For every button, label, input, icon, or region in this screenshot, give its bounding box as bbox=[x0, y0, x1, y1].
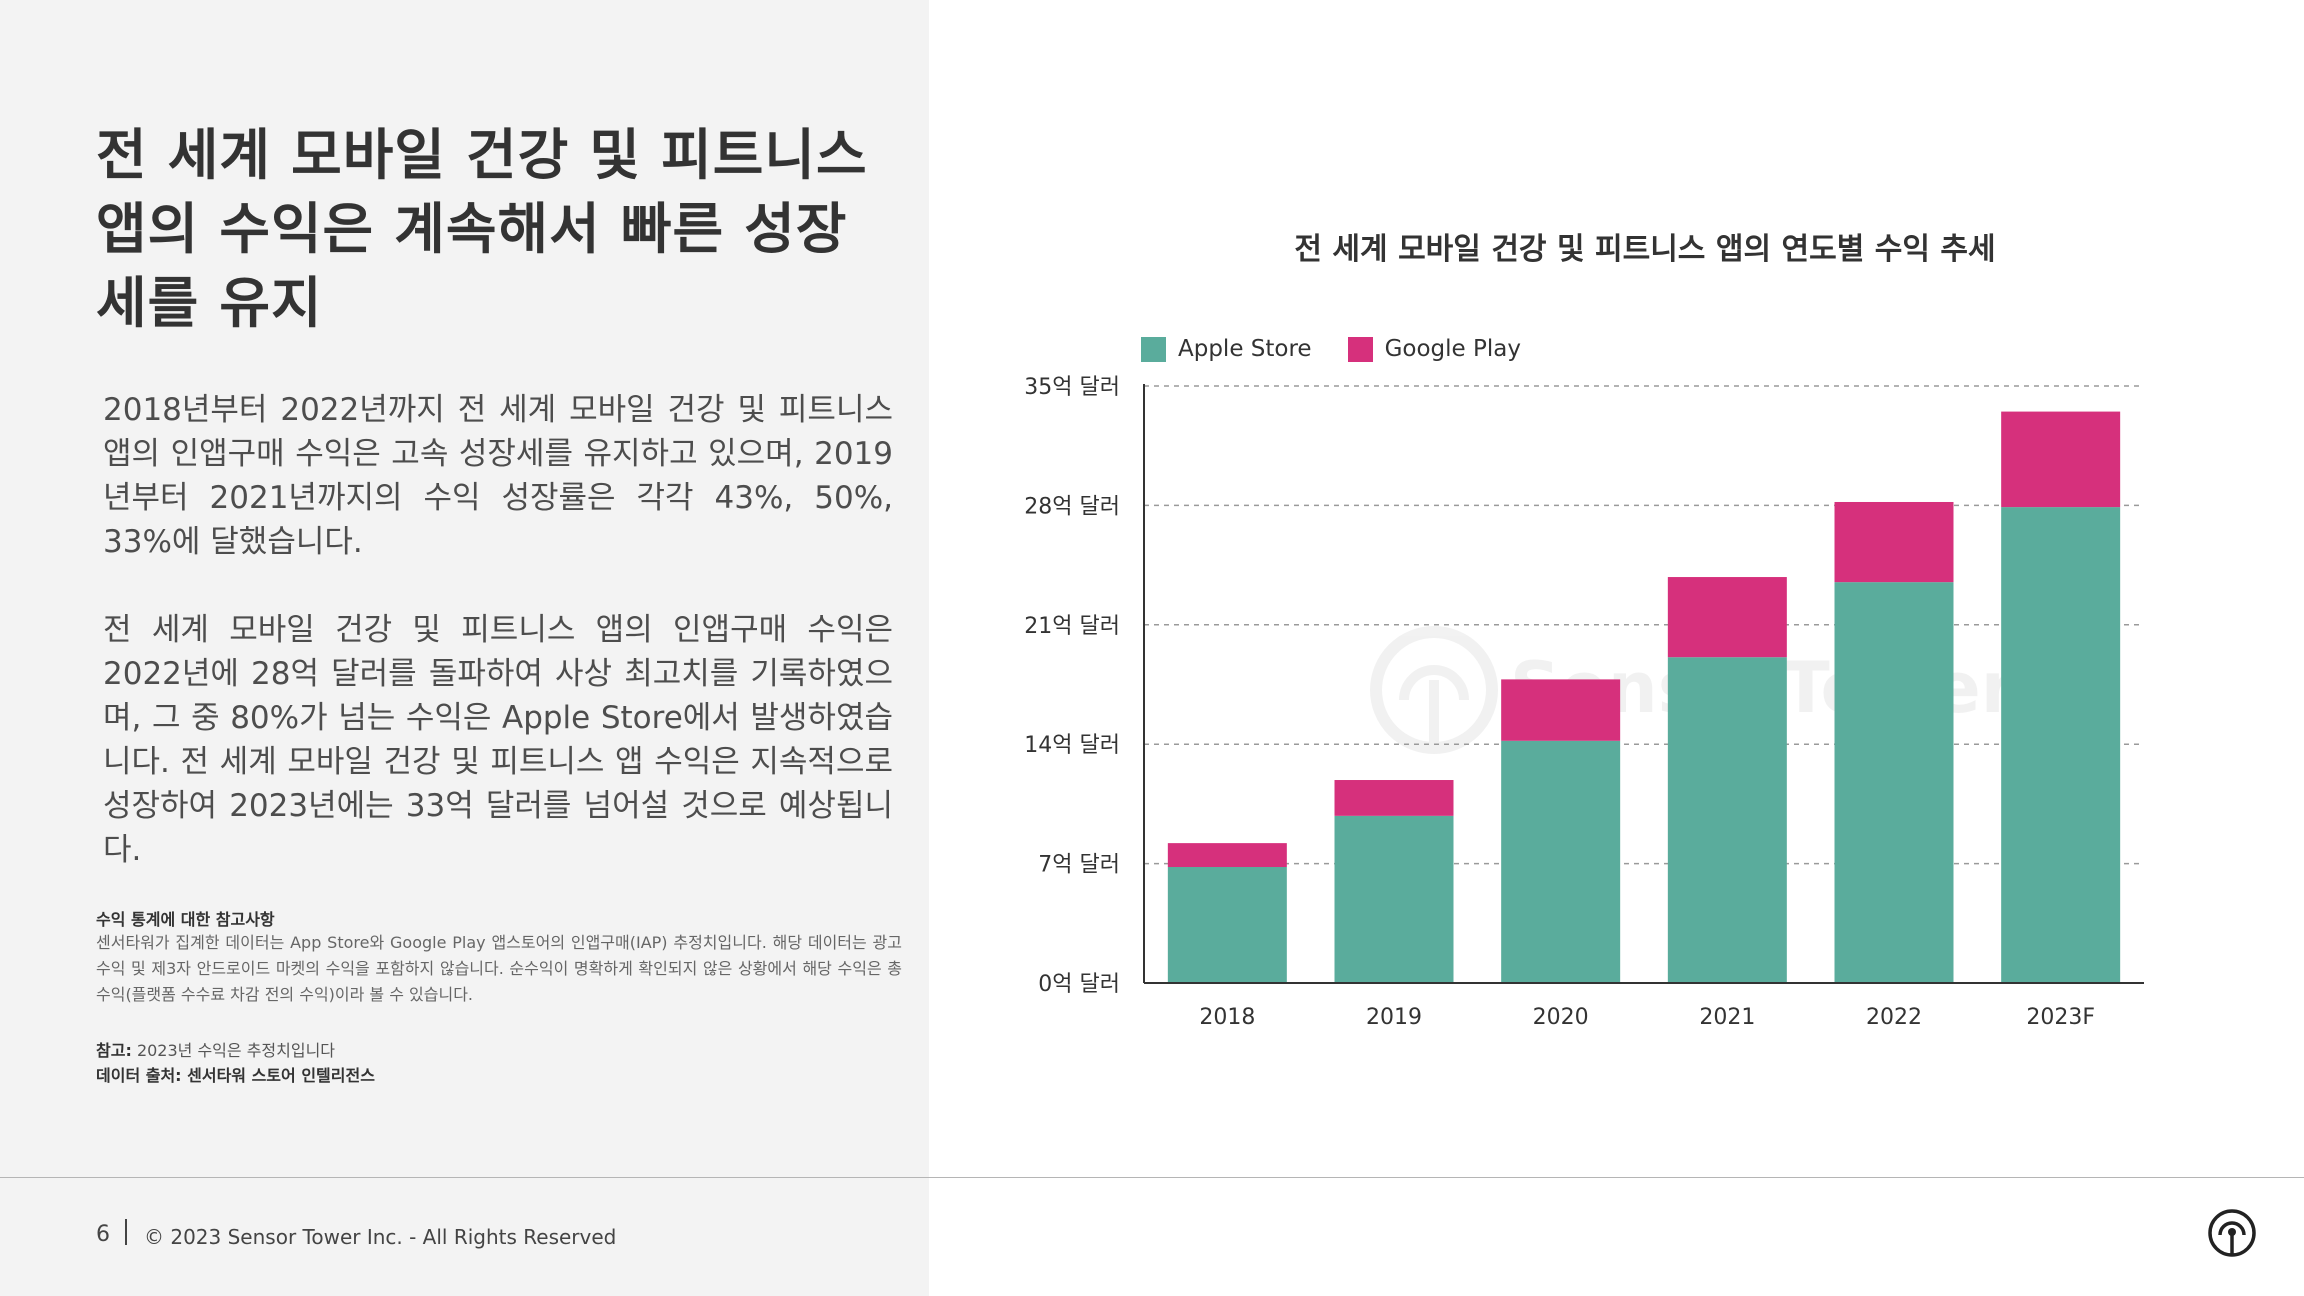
left-panel: 전 세계 모바일 건강 및 피트니스 앱의 수익은 계속해서 빠른 성장세를 유… bbox=[0, 0, 929, 1296]
bar-google-2018 bbox=[1167, 843, 1287, 868]
bar-google-2019 bbox=[1334, 780, 1454, 816]
x-tick-label: 2023F bbox=[2026, 1005, 2095, 1030]
legend-label-apple: Apple Store bbox=[1178, 336, 1312, 362]
y-tick-label: 7억 달러 bbox=[1038, 853, 1120, 878]
y-tick-label: 0억 달러 bbox=[1038, 972, 1120, 997]
footer-separator bbox=[125, 1219, 127, 1245]
x-tick-label: 2019 bbox=[1366, 1005, 1422, 1030]
bar-google-2023F bbox=[2001, 411, 2121, 508]
notes-title: 수익 통계에 대한 참고사항 bbox=[96, 910, 275, 929]
bar-apple-2022 bbox=[1834, 582, 1954, 983]
copyright: © 2023 Sensor Tower Inc. - All Rights Re… bbox=[144, 1225, 617, 1249]
y-tick-label: 28억 달러 bbox=[1024, 494, 1120, 519]
footer-divider bbox=[0, 1177, 2304, 1178]
x-tick-label: 2022 bbox=[1866, 1005, 1922, 1030]
x-tick-label: 2021 bbox=[1699, 1005, 1755, 1030]
notes-reference: 참고: 2023년 수익은 추정치입니다 bbox=[96, 1037, 335, 1061]
watermark-logo-icon bbox=[1370, 626, 1498, 754]
bar-apple-2021 bbox=[1667, 657, 1787, 983]
bar-google-2021 bbox=[1667, 577, 1787, 658]
bar-apple-2019 bbox=[1334, 815, 1454, 983]
sensor-tower-logo-icon bbox=[2208, 1209, 2256, 1257]
bar-apple-2023F bbox=[2001, 507, 2121, 983]
x-tick-label: 2018 bbox=[1199, 1005, 1255, 1030]
legend-item-google: Google Play bbox=[1347, 336, 1521, 362]
page-number: 6 bbox=[96, 1222, 110, 1247]
data-source: 데이터 출처: 센서타워 스토어 인텔리전스 bbox=[96, 1066, 375, 1085]
notes-body: 센서타워가 집계한 데이터는 App Store와 Google Play 앱스… bbox=[96, 933, 902, 1004]
chart-title: 전 세계 모바일 건강 및 피트니스 앱의 연도별 수익 추세 bbox=[1294, 232, 1996, 267]
paragraph-growth: 2018년부터 2022년까지 전 세계 모바일 건강 및 피트니스 앱의 인앱… bbox=[103, 392, 893, 560]
x-tick-label: 2020 bbox=[1533, 1005, 1589, 1030]
bar-apple-2018 bbox=[1167, 867, 1287, 983]
page-title: 전 세계 모바일 건강 및 피트니스 앱의 수익은 계속해서 빠른 성장세를 유… bbox=[96, 123, 868, 335]
y-tick-label: 35억 달러 bbox=[1024, 375, 1120, 400]
notes-reference-text: 2023년 수익은 추정치입니다 bbox=[136, 1041, 336, 1060]
bar-apple-2020 bbox=[1501, 740, 1621, 983]
chart-legend: Apple Store Google Play bbox=[1141, 334, 1557, 364]
y-tick-label: 14억 달러 bbox=[1024, 733, 1120, 758]
paragraph-record: 전 세계 모바일 건강 및 피트니스 앱의 인앱구매 수익은 2022년에 28… bbox=[103, 612, 893, 868]
bar-google-2022 bbox=[1834, 501, 1954, 583]
legend-swatch-apple bbox=[1141, 336, 1166, 362]
y-tick-label: 21억 달러 bbox=[1024, 614, 1120, 639]
legend-item-apple: Apple Store bbox=[1141, 336, 1312, 362]
watermark-logo-mark bbox=[1399, 665, 1469, 701]
legend-swatch-google bbox=[1347, 336, 1373, 362]
bar-google-2020 bbox=[1501, 679, 1621, 741]
notes-reference-label: 참고: bbox=[96, 1041, 132, 1060]
legend-label-google: Google Play bbox=[1384, 336, 1521, 362]
